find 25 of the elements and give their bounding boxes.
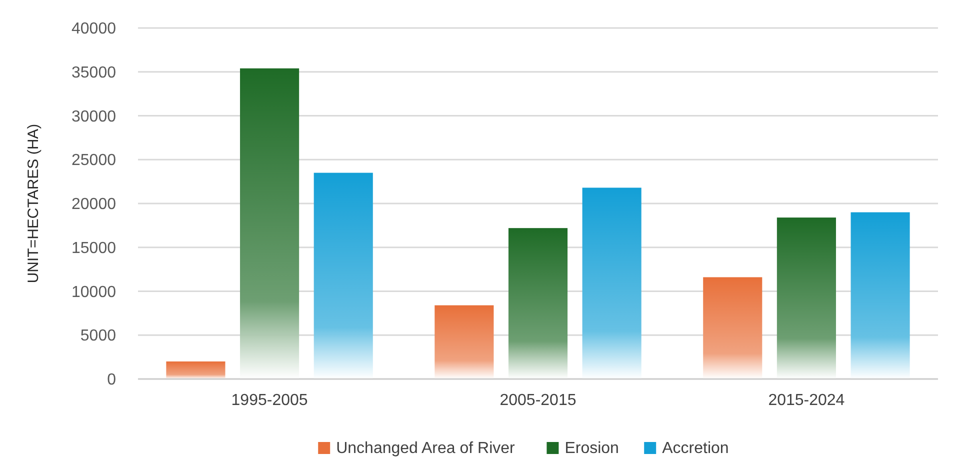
x-tick-label: 1995-2005 <box>231 392 308 409</box>
x-tick-label: 2015-2024 <box>768 392 845 409</box>
legend-label: Unchanged Area of River <box>336 440 516 457</box>
y-tick-label: 10000 <box>72 284 116 301</box>
bar <box>703 277 762 379</box>
bar <box>314 172 373 379</box>
y-tick-label: 20000 <box>72 196 116 214</box>
bar <box>434 305 494 379</box>
bar <box>776 218 836 379</box>
bar <box>582 188 642 379</box>
y-axis-title: UNIT=HECTARES (HA) <box>25 124 42 284</box>
bar <box>508 228 568 379</box>
bar <box>850 212 910 379</box>
y-tick-label: 35000 <box>72 64 116 82</box>
bar <box>240 68 300 379</box>
y-tick-label: 40000 <box>72 20 116 38</box>
legend-label: Erosion <box>564 440 619 457</box>
bar <box>166 361 226 379</box>
y-tick-label: 5000 <box>80 328 116 345</box>
y-tick-label: 0 <box>107 372 116 389</box>
y-tick-label: 25000 <box>72 152 116 170</box>
y-tick-label: 30000 <box>72 108 116 126</box>
legend-label: Accretion <box>662 440 729 457</box>
y-tick-label: 15000 <box>72 240 116 257</box>
x-tick-label: 2005-2015 <box>500 392 576 409</box>
